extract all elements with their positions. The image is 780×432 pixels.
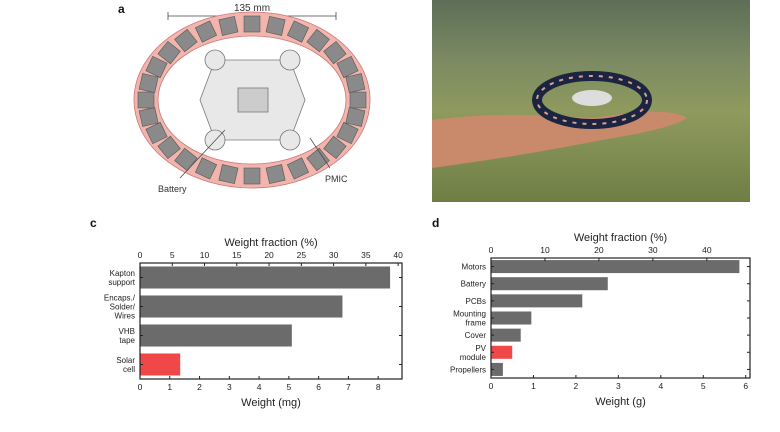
chart-d-plot: Motors Battery PCBs Mounting frame Cover PV mod… bbox=[450, 232, 751, 408]
solar-cell bbox=[286, 20, 310, 43]
bar-propellers bbox=[491, 362, 503, 376]
x-tick-label: 4 bbox=[257, 382, 262, 392]
solar-cell bbox=[286, 157, 310, 180]
bar-cover bbox=[491, 328, 521, 342]
x-tick-label: 1 bbox=[531, 381, 536, 391]
hand-held-drone-photo bbox=[432, 0, 750, 202]
bar-mounting-frame bbox=[491, 311, 532, 325]
panel-label-d: d bbox=[432, 216, 440, 230]
top-x-tick-label: 20 bbox=[264, 250, 274, 260]
bar-pv-module bbox=[491, 345, 513, 359]
plot-frame bbox=[139, 262, 403, 380]
x-tick-label: 2 bbox=[574, 381, 579, 391]
bar-motors bbox=[491, 260, 740, 274]
top-x-tick-label: 25 bbox=[297, 250, 307, 260]
battery-label: Battery bbox=[158, 184, 187, 194]
top-x-tick-label: 35 bbox=[361, 250, 371, 260]
solar-cell bbox=[243, 15, 261, 33]
dimension-label: 135 mm bbox=[234, 3, 270, 14]
solar-cell bbox=[323, 40, 347, 65]
solar-cell bbox=[157, 40, 181, 65]
solar-cell bbox=[218, 15, 239, 36]
bar-vhb-tape bbox=[140, 324, 292, 347]
bar-kapton-support bbox=[140, 266, 391, 289]
category-label: Cover bbox=[465, 331, 487, 340]
category-label: Kapton support bbox=[108, 269, 135, 287]
solar-cell bbox=[138, 73, 159, 94]
category-label: Motors bbox=[462, 263, 486, 272]
category-label: VHB tape bbox=[119, 327, 136, 345]
category-label: Solar cell bbox=[116, 356, 135, 374]
category-label: Battery bbox=[461, 280, 486, 289]
x-axis-label: Weight (g) bbox=[595, 396, 646, 408]
top-x-tick-label: 20 bbox=[594, 245, 604, 255]
x-axis-label: Weight (mg) bbox=[241, 397, 301, 409]
top-x-tick-label: 40 bbox=[702, 245, 712, 255]
top-x-tick-label: 15 bbox=[232, 250, 242, 260]
category-label: Propellers bbox=[450, 365, 486, 374]
solar-cell bbox=[218, 164, 239, 185]
solar-cell bbox=[243, 167, 261, 185]
category-label: Mounting frame bbox=[453, 310, 486, 328]
category-label: Encaps./Solder/Wires bbox=[104, 294, 136, 321]
bar-pcbs bbox=[491, 294, 583, 308]
solar-cell bbox=[323, 135, 347, 160]
solar-cell bbox=[194, 157, 218, 180]
solar-cell bbox=[174, 147, 198, 172]
x-tick-label: 5 bbox=[286, 382, 291, 392]
x-tick-label: 7 bbox=[346, 382, 351, 392]
drone-diagram: 135 mm Battery PMIC bbox=[133, 3, 371, 194]
x-tick-label: 6 bbox=[743, 381, 748, 391]
solar-cell bbox=[306, 28, 330, 53]
panel-label-a: a bbox=[118, 2, 125, 16]
solar-cell bbox=[306, 147, 330, 172]
plot-frame bbox=[490, 257, 751, 379]
x-tick-label: 0 bbox=[489, 381, 494, 391]
top-x-axis-label: Weight fraction (%) bbox=[574, 232, 667, 244]
bar-battery bbox=[491, 277, 608, 291]
solar-cell bbox=[157, 135, 181, 160]
solar-cell bbox=[345, 73, 366, 94]
solar-cell bbox=[194, 20, 218, 43]
x-tick-label: 1 bbox=[167, 382, 172, 392]
top-x-tick-label: 0 bbox=[489, 245, 494, 255]
solar-cell bbox=[265, 164, 286, 185]
solar-cell bbox=[345, 106, 366, 127]
x-tick-label: 6 bbox=[316, 382, 321, 392]
solar-cell bbox=[336, 121, 359, 145]
x-tick-label: 4 bbox=[658, 381, 663, 391]
x-tick-label: 5 bbox=[701, 381, 706, 391]
pmic-label: PMIC bbox=[325, 174, 348, 184]
top-x-tick-label: 40 bbox=[393, 250, 403, 260]
solar-cell bbox=[336, 55, 359, 79]
top-x-tick-label: 30 bbox=[648, 245, 658, 255]
solar-cell bbox=[137, 91, 155, 109]
solar-cell bbox=[265, 15, 286, 36]
solar-cell bbox=[349, 91, 367, 109]
top-x-tick-label: 0 bbox=[138, 250, 143, 260]
x-tick-label: 3 bbox=[616, 381, 621, 391]
top-x-tick-label: 5 bbox=[170, 250, 175, 260]
panel-label-c: c bbox=[90, 216, 97, 230]
top-x-tick-label: 30 bbox=[329, 250, 339, 260]
bar-solar-cell bbox=[140, 353, 181, 376]
x-tick-label: 3 bbox=[227, 382, 232, 392]
category-label: PCBs bbox=[466, 297, 486, 306]
x-tick-label: 8 bbox=[376, 382, 381, 392]
x-tick-label: 2 bbox=[197, 382, 202, 392]
solar-cell bbox=[145, 55, 168, 79]
solar-cell bbox=[138, 106, 159, 127]
solar-cell bbox=[145, 121, 168, 145]
top-x-tick-label: 10 bbox=[540, 245, 550, 255]
category-label: PV module bbox=[460, 344, 487, 362]
top-x-tick-label: 10 bbox=[200, 250, 210, 260]
chart-c-plot: Kapton support Encaps./Solder/Wires VHB tape… bbox=[104, 237, 403, 409]
bar-encaps-solder-wires bbox=[140, 295, 343, 318]
top-x-axis-label: Weight fraction (%) bbox=[224, 237, 317, 249]
x-tick-label: 0 bbox=[138, 382, 143, 392]
solar-cell bbox=[174, 28, 198, 53]
